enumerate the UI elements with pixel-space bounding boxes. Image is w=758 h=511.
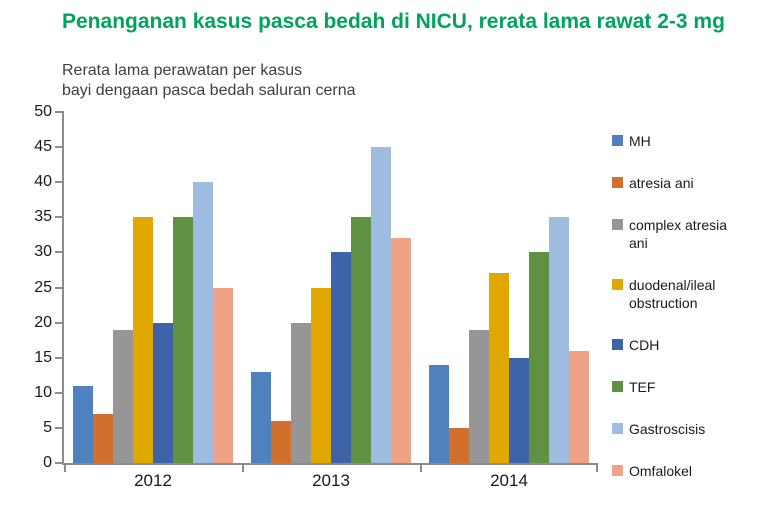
bar-tef-2014 — [529, 252, 549, 463]
legend-item: duodenal/ileal obstruction — [612, 276, 754, 312]
legend-swatch — [612, 219, 623, 230]
legend-label: duodenal/ileal obstruction — [629, 277, 716, 311]
bar-complex-atresia-ani-2012 — [113, 329, 133, 463]
legend-item: Omfalokel — [612, 462, 754, 480]
y-tick-mark — [55, 181, 64, 184]
bar-omfalokel-2014 — [569, 350, 589, 463]
y-tick-label: 50 — [34, 103, 52, 120]
y-tick-label: 25 — [34, 278, 52, 296]
y-tick-label: 5 — [43, 418, 52, 436]
bar-mh-2013 — [251, 371, 271, 463]
legend-swatch — [612, 177, 623, 188]
y-tick-mark — [55, 111, 64, 113]
legend-label: MH — [629, 133, 651, 149]
bar-duodenal-ileal-obstruction-2012 — [133, 217, 153, 463]
y-tick-mark — [55, 356, 64, 359]
bar-cdh-2014 — [509, 357, 529, 463]
legend-label: Gastroscisis — [629, 421, 706, 437]
chart-subtitle: Rerata lama perawatan per kasus bayi den… — [62, 61, 356, 101]
plot-area: 2012 2013 2014 — [55, 111, 598, 490]
legend-swatch — [612, 381, 623, 392]
bar-gastroscisis-2014 — [549, 217, 569, 463]
bar-duodenal-ileal-obstruction-2013 — [311, 287, 331, 463]
bar-tef-2013 — [351, 217, 371, 463]
bar-group-2012: 2012 — [64, 112, 242, 490]
y-tick-mark — [55, 321, 64, 324]
bar-omfalokel-2013 — [391, 238, 411, 463]
y-tick-label: 0 — [43, 454, 52, 471]
bar-mh-2014 — [429, 364, 449, 463]
bar-group-2014: 2014 — [420, 112, 598, 490]
legend-item: Gastroscisis — [612, 420, 754, 438]
y-tick-mark — [55, 251, 64, 254]
bar-gastroscisis-2012 — [193, 182, 213, 463]
bar-cdh-2013 — [331, 252, 351, 463]
y-tick-label: 35 — [34, 208, 52, 226]
bar-duodenal-ileal-obstruction-2014 — [489, 273, 509, 463]
bar-atresia-ani-2013 — [271, 420, 291, 463]
bar-complex-atresia-ani-2014 — [469, 329, 489, 463]
legend-item: CDH — [612, 336, 754, 354]
category-label: 2012 — [134, 471, 172, 490]
bar-tef-2012 — [173, 217, 193, 463]
legend-swatch — [612, 279, 623, 290]
y-tick-label: 20 — [34, 313, 52, 331]
y-tick-label: 30 — [34, 243, 52, 261]
y-tick-mark — [55, 391, 64, 394]
legend: MH atresia ani complex atresia ani duodenal… — [612, 132, 754, 480]
bar-cdh-2012 — [153, 322, 173, 463]
bar-mh-2012 — [73, 385, 93, 463]
bar-atresia-ani-2014 — [449, 427, 469, 463]
y-tick-mark — [55, 426, 64, 429]
bar-gastroscisis-2013 — [371, 147, 391, 463]
x-tick-mark — [420, 465, 422, 472]
y-tick-label: 45 — [34, 138, 52, 156]
legend-item: atresia ani — [612, 174, 754, 192]
legend-item: TEF — [612, 378, 754, 396]
x-tick-mark — [242, 465, 244, 472]
y-tick-label: 40 — [34, 173, 52, 191]
bar-omfalokel-2012 — [213, 287, 233, 463]
y-tick-mark — [55, 146, 64, 149]
y-tick-mark — [55, 462, 64, 464]
legend-label: TEF — [629, 379, 656, 395]
slide-title: Penanganan kasus pasca bedah di NICU, re… — [62, 10, 725, 33]
category-label: 2013 — [312, 471, 350, 490]
x-tick-mark — [64, 465, 66, 472]
legend-item: complex atresia ani — [612, 216, 754, 252]
legend-label: atresia ani — [629, 175, 694, 191]
legend-swatch — [612, 465, 623, 476]
y-tick-label: 10 — [34, 383, 52, 401]
y-tick-label: 15 — [34, 348, 52, 366]
bar-complex-atresia-ani-2013 — [291, 322, 311, 463]
y-axis: 0 5 10 15 20 25 30 35 40 45 50 — [0, 103, 52, 471]
bar-group-2013: 2013 — [242, 112, 420, 490]
x-tick-mark — [596, 465, 598, 472]
legend-label: Omfalokel — [629, 463, 693, 479]
legend-swatch — [612, 423, 623, 434]
legend-label: CDH — [629, 337, 660, 353]
category-label: 2014 — [490, 471, 528, 490]
chart-subtitle-line2: bayi dengaan pasca bedah saluran cerna — [62, 82, 356, 99]
y-tick-mark — [55, 286, 64, 289]
legend-swatch — [612, 339, 623, 350]
bar-atresia-ani-2012 — [93, 413, 113, 463]
legend-label: complex atresia ani — [629, 217, 728, 251]
y-tick-mark — [55, 216, 64, 219]
legend-item: MH — [612, 132, 754, 150]
legend-swatch — [612, 135, 623, 146]
chart-subtitle-line1: Rerata lama perawatan per kasus — [62, 62, 303, 79]
